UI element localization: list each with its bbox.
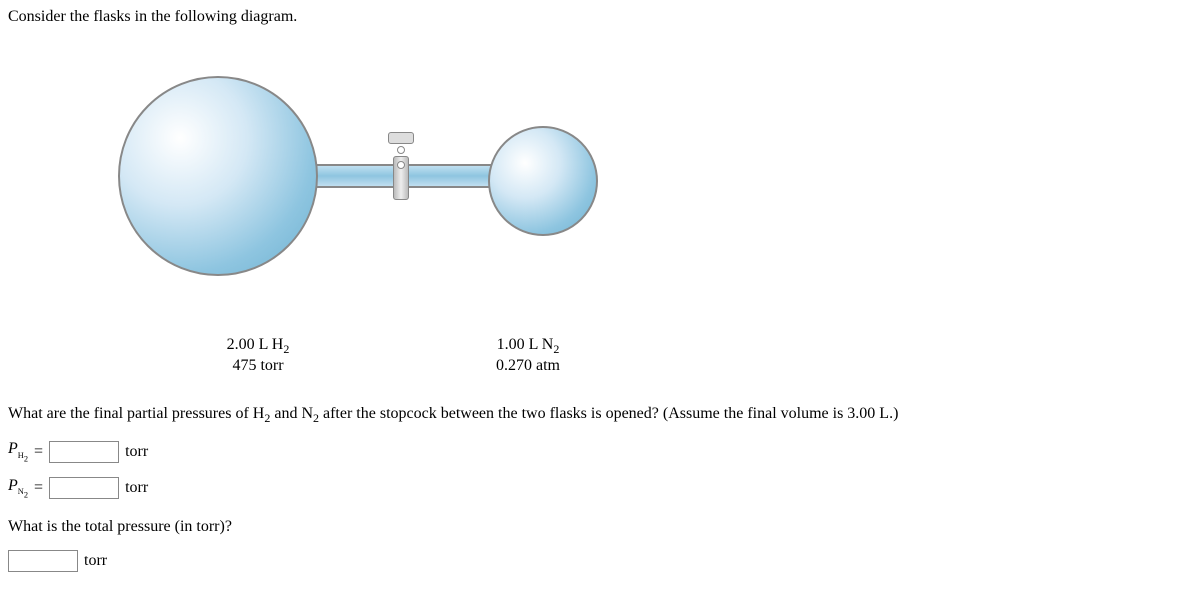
variable-pn2: PN2 [8,477,28,500]
var-letter: P [8,477,18,494]
variable-ph2: PH2 [8,440,28,463]
q1-text: and N [270,405,313,422]
flask-diagram [98,46,658,326]
answer-row-ph2: PH2 = torr [8,440,1192,463]
answer-row-total: torr [8,550,1192,572]
var-letter: P [8,440,18,457]
equals-sign: = [34,443,43,461]
flask-right [488,126,598,236]
flask-left-volume: 2.00 L H [227,336,284,353]
question-partial-pressures: What are the final partial pressures of … [8,405,1192,426]
subscript: 2 [553,342,559,356]
pn2-input[interactable] [49,477,119,499]
stopcock-handle [388,132,414,144]
equals-sign: = [34,479,43,497]
unit-label: torr [125,479,148,497]
flask-right-label: 1.00 L N2 0.270 atm [458,336,598,375]
answer-row-pn2: PN2 = torr [8,477,1192,500]
flask-left [118,76,318,276]
question-total-pressure: What is the total pressure (in torr)? [8,518,1192,536]
q1-text: What are the final partial pressures of … [8,405,264,422]
subscript: 2 [283,342,289,356]
unit-label: torr [125,443,148,461]
var-sub-sub: 2 [24,454,28,463]
intro-text: Consider the flasks in the following dia… [8,8,1192,26]
flask-labels: 2.00 L H2 475 torr 1.00 L N2 0.270 atm [98,336,1192,375]
stopcock-port [397,161,405,169]
flask-left-label: 2.00 L H2 475 torr [138,336,378,375]
q1-text: after the stopcock between the two flask… [319,405,898,422]
flask-right-volume: 1.00 L N [497,336,554,353]
var-sub-sub: 2 [24,491,28,500]
unit-label: torr [84,552,107,570]
total-pressure-input[interactable] [8,550,78,572]
flask-right-pressure: 0.270 atm [458,357,598,375]
stopcock-port [397,146,405,154]
flask-left-pressure: 475 torr [138,357,378,375]
ph2-input[interactable] [49,441,119,463]
